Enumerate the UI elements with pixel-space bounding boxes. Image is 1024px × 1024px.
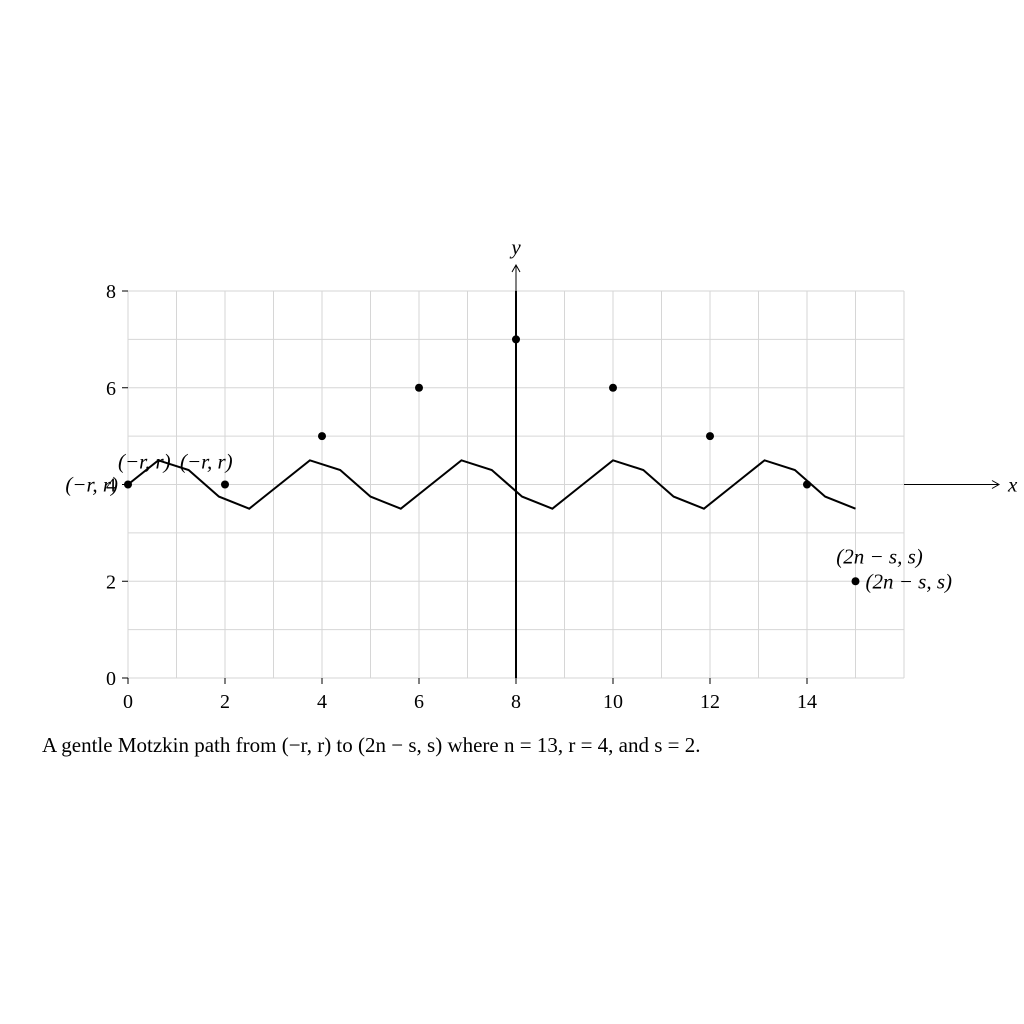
caption: A gentle Motzkin path from (−r, r) to (2… bbox=[42, 733, 701, 757]
x-tick-label: 14 bbox=[797, 691, 817, 713]
motzkin-path-line bbox=[127, 459, 856, 510]
x-tick-label: 0 bbox=[123, 691, 133, 713]
y-tick-label: 8 bbox=[106, 281, 116, 303]
x-tick-label: 10 bbox=[603, 691, 623, 713]
y-axis-arrowhead bbox=[511, 263, 521, 273]
data-point bbox=[512, 335, 520, 344]
data-point bbox=[124, 480, 132, 489]
x-axis-arrowhead bbox=[991, 480, 1001, 489]
y-tick-label: 0 bbox=[106, 668, 116, 690]
data-point bbox=[415, 383, 423, 392]
annotation-label: (−r, r) bbox=[180, 450, 233, 474]
y-tick-label: 4 bbox=[106, 475, 116, 497]
annotation-label: (−r, r) bbox=[118, 450, 171, 474]
data-point bbox=[803, 480, 811, 489]
x-axis-label: x bbox=[1007, 473, 1018, 497]
x-tick-label: 2 bbox=[220, 691, 230, 713]
axes: xy bbox=[509, 235, 1018, 497]
data-point bbox=[318, 432, 326, 441]
data-point bbox=[221, 480, 229, 489]
y-axis-label: y bbox=[509, 235, 521, 259]
data-point bbox=[851, 577, 860, 586]
annotation-label: (−r, r) bbox=[65, 473, 118, 497]
x-tick-label: 8 bbox=[511, 691, 521, 713]
annotation-label: (2n − s, s) bbox=[866, 569, 953, 593]
annotations: (−r, r)(−r, r) (−r, r)(2n − s, s)(2n − s,… bbox=[65, 450, 952, 594]
series bbox=[124, 291, 860, 678]
x-tick-label: 4 bbox=[317, 691, 327, 713]
ticks: 0 2 4 6 8 10 12 14 0 2 4 6 8 bbox=[106, 281, 817, 713]
data-point bbox=[609, 383, 617, 392]
annotation-label: (2n − s, s) bbox=[836, 544, 923, 568]
x-tick-label: 6 bbox=[414, 691, 424, 713]
x-tick-label: 12 bbox=[700, 691, 720, 713]
data-point bbox=[706, 432, 714, 441]
y-tick-label: 6 bbox=[106, 378, 116, 400]
y-tick-label: 2 bbox=[106, 571, 116, 593]
